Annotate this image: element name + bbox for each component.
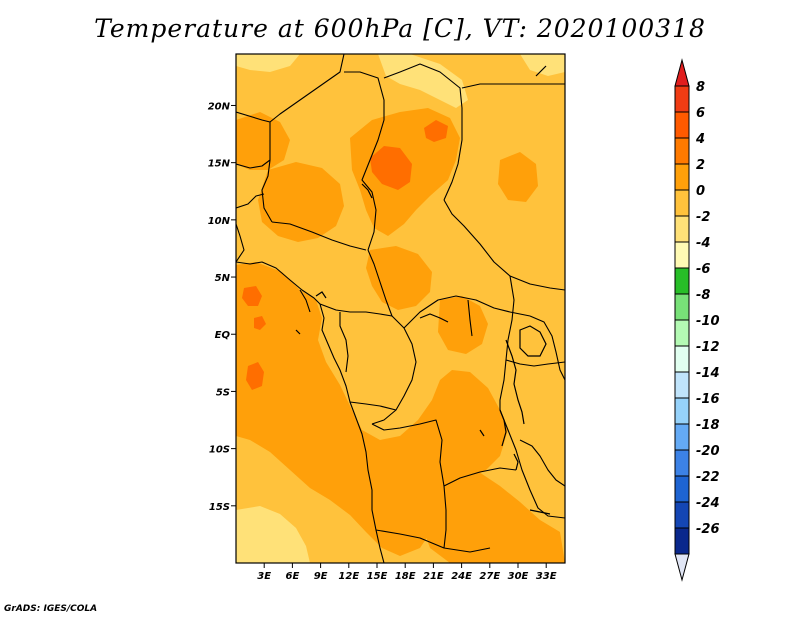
colorbar-label: -8 <box>696 288 710 303</box>
x-axis: 3E 6E 9E 12E 15E 18E 21E 24E 27E 30E 33E <box>257 563 557 582</box>
x-tick-label: 9E <box>314 571 328 582</box>
colorbar-label: -10 <box>696 314 720 329</box>
x-tick-label: 15E <box>367 571 388 582</box>
colorbar-label: -14 <box>696 366 720 381</box>
colorbar-label: -12 <box>696 340 720 355</box>
colorbar-label: 0 <box>696 184 705 199</box>
colorbar-box <box>674 319 690 347</box>
colorbar-label: 4 <box>695 132 705 147</box>
y-tick-label: 15S <box>209 502 230 513</box>
colorbar-label: 8 <box>696 80 705 95</box>
x-tick-label: 21E <box>423 571 444 582</box>
colorbar-box <box>674 163 690 191</box>
y-tick-label: 10N <box>208 216 231 227</box>
colorbar-box <box>674 475 690 503</box>
y-tick-label: 20N <box>208 101 231 112</box>
x-tick-label: 30E <box>508 571 529 582</box>
colorbar-box <box>674 371 690 399</box>
colorbar-box <box>674 137 690 165</box>
colorbar-label: -22 <box>696 470 720 485</box>
colorbar-label: -4 <box>696 236 710 251</box>
temp-region-2-to-4 <box>236 108 565 563</box>
x-tick-label: 18E <box>395 571 416 582</box>
x-tick-label: 24E <box>451 571 472 582</box>
temp-region-4-to-6 <box>242 120 448 390</box>
colorbar-label: -18 <box>696 418 720 433</box>
colorbar-label: -6 <box>696 262 710 277</box>
country-borders <box>236 54 565 563</box>
y-tick-label: 5N <box>215 273 231 284</box>
colorbar-label: -16 <box>696 392 720 407</box>
lakes-and-coastlines <box>295 65 551 515</box>
colorbar-label: -24 <box>696 496 720 511</box>
colorbar-box <box>674 449 690 477</box>
colorbar-box <box>674 85 690 113</box>
colorbar-label: -20 <box>696 444 720 459</box>
colorbar: 8 6 4 2 0 -2 -4 -6 -8 -10 -12 -14 -16 -18 -20 -22 -24 -26 <box>674 58 720 582</box>
x-tick-label: 33E <box>536 571 557 582</box>
map-frame <box>235 53 566 564</box>
x-tick-label: 27E <box>479 571 500 582</box>
colorbar-box <box>674 397 690 425</box>
colorbar-label: -2 <box>696 210 710 225</box>
colorbar-box <box>674 527 690 555</box>
y-tick-label: 10S <box>209 445 230 456</box>
colorbar-label: 2 <box>696 158 705 173</box>
colorbar-top-arrow <box>674 58 690 87</box>
colorbar-box <box>674 267 690 295</box>
y-tick-label: EQ <box>215 330 231 341</box>
x-tick-label: 6E <box>286 571 300 582</box>
colorbar-box <box>674 501 690 529</box>
colorbar-box <box>674 423 690 451</box>
y-tick-label: 5S <box>216 387 230 398</box>
colorbar-box <box>674 345 690 373</box>
y-tick-label: 15N <box>208 159 231 170</box>
colorbar-box <box>674 241 690 269</box>
colorbar-box <box>674 111 690 139</box>
colorbar-label: 6 <box>696 106 705 121</box>
colorbar-label: -26 <box>696 522 720 537</box>
colorbar-box <box>674 215 690 243</box>
chart-title: Temperature at 600hPa [C], VT: 202010031… <box>94 14 706 43</box>
map-area <box>236 54 565 563</box>
x-tick-label: 3E <box>257 571 271 582</box>
x-tick-label: 12E <box>338 571 359 582</box>
grads-credit: GrADS: IGES/COLA <box>4 604 98 614</box>
colorbar-box <box>674 293 690 321</box>
y-axis: 20N 15N 10N 5N EQ 5S 10S 15S <box>208 101 236 513</box>
colorbar-box <box>674 189 690 217</box>
colorbar-bottom-arrow <box>674 553 690 582</box>
temp-region-minus2-to-0 <box>236 54 565 563</box>
